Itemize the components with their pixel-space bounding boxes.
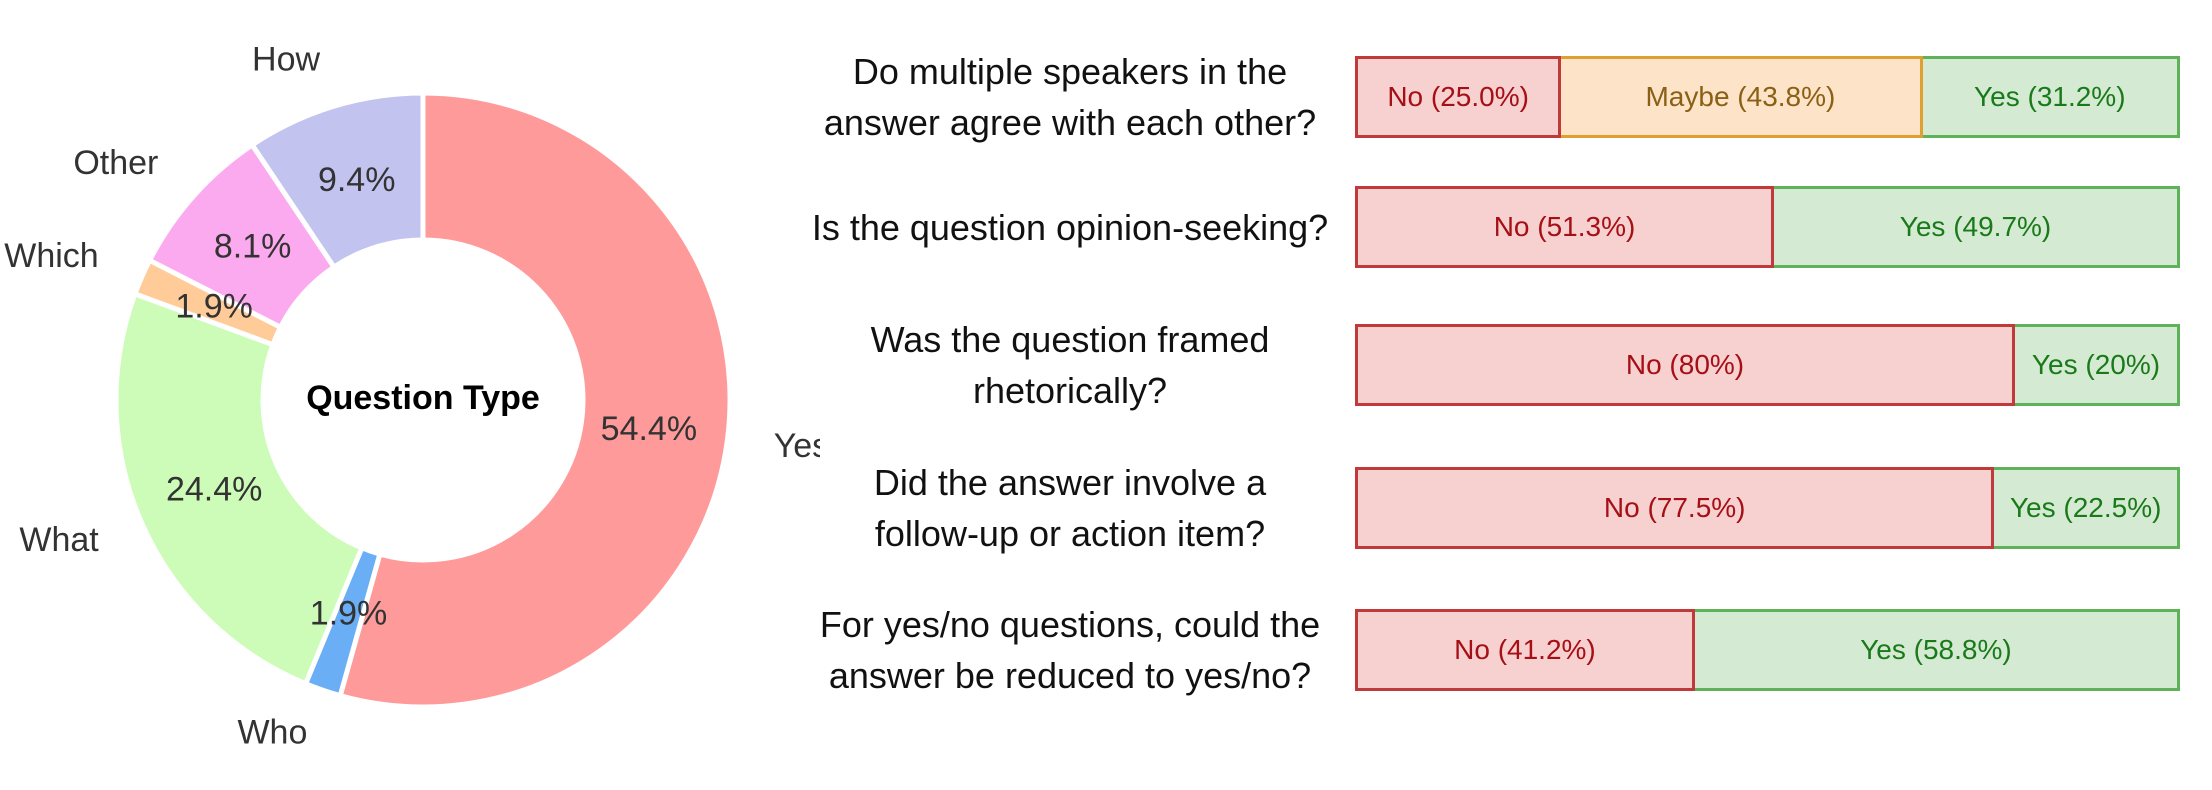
- stacked-bar-3: No (80%) Yes (20%): [1355, 324, 2180, 406]
- slice-yes-no: [337, 90, 733, 710]
- bar-segment-no: No (25.0%): [1355, 56, 1562, 138]
- donut-center-title: Question Type: [306, 379, 540, 417]
- question-label-1: Do multiple speakers in the answer agree …: [800, 46, 1340, 148]
- slice-how: [248, 90, 426, 271]
- question-label-line: Do multiple speakers in the: [852, 51, 1288, 92]
- slice-percent-who: 1.9%: [310, 594, 388, 632]
- bar-segment-no: No (51.3%): [1355, 186, 1775, 268]
- question-label-line: answer be reduced to yes/no?: [828, 655, 1312, 696]
- bar-segment-yes: Yes (58.8%): [1694, 609, 2180, 691]
- slice-label-which: Which: [4, 237, 98, 275]
- bar-segment-no: No (41.2%): [1355, 609, 1695, 691]
- slice-percent-other: 8.1%: [214, 228, 292, 266]
- question-label-line: follow-up or action item?: [874, 513, 1266, 554]
- stacked-bar-1: No (25.0%) Maybe (43.8%) Yes (31.2%): [1355, 56, 2180, 138]
- question-label-line: answer agree with each other?: [823, 102, 1317, 143]
- question-label-line: Did the answer involve a: [873, 462, 1267, 503]
- slice-label-yes-no: Yes/No: [774, 427, 820, 465]
- slice-label-other: Other: [73, 144, 158, 182]
- question-label-line: Is the question opinion-seeking?: [811, 206, 1329, 248]
- question-label-3: Was the question framed rhetorically?: [800, 314, 1340, 416]
- donut-slices: [113, 90, 733, 710]
- slice-percent-which: 1.9%: [175, 288, 253, 326]
- slice-label-who: Who: [237, 714, 307, 752]
- question-label-line: rhetorically?: [972, 370, 1168, 411]
- question-label-5: For yes/no questions, could the answer be…: [800, 599, 1340, 701]
- question-label-2: Is the question opinion-seeking?: [800, 202, 1340, 253]
- slice-percent-how: 9.4%: [318, 161, 396, 199]
- question-label-4: Did the answer involve a follow-up or act…: [800, 457, 1340, 559]
- question-type-donut-chart: Question Type 54.4% Yes/No 1.9% Who 24.4% Wha…: [4, 40, 820, 752]
- bar-segment-yes: Yes (31.2%): [1922, 56, 2180, 138]
- question-label-line: For yes/no questions, could the: [819, 604, 1321, 645]
- stacked-bar-2: No (51.3%) Yes (49.7%): [1355, 186, 2180, 268]
- slice-percent-what: 24.4%: [166, 470, 262, 508]
- slice-label-how: How: [252, 40, 320, 78]
- stacked-bar-4: No (77.5%) Yes (22.5%): [1355, 467, 2180, 549]
- bar-segment-yes: Yes (22.5%): [1994, 467, 2180, 549]
- bar-segment-yes: Yes (20%): [2015, 324, 2180, 406]
- slice-label-what: What: [19, 521, 99, 559]
- slice-percent-yes-no: 54.4%: [601, 410, 697, 448]
- bar-segment-yes: Yes (49.7%): [1774, 186, 2180, 268]
- bar-segment-no: No (80%): [1355, 324, 2015, 406]
- question-label-line: Was the question framed: [870, 319, 1270, 360]
- slice-what: [113, 290, 366, 687]
- bar-segment-maybe: Maybe (43.8%): [1561, 56, 1923, 138]
- stacked-bar-5: No (41.2%) Yes (58.8%): [1355, 609, 2180, 691]
- bar-segment-no: No (77.5%): [1355, 467, 1995, 549]
